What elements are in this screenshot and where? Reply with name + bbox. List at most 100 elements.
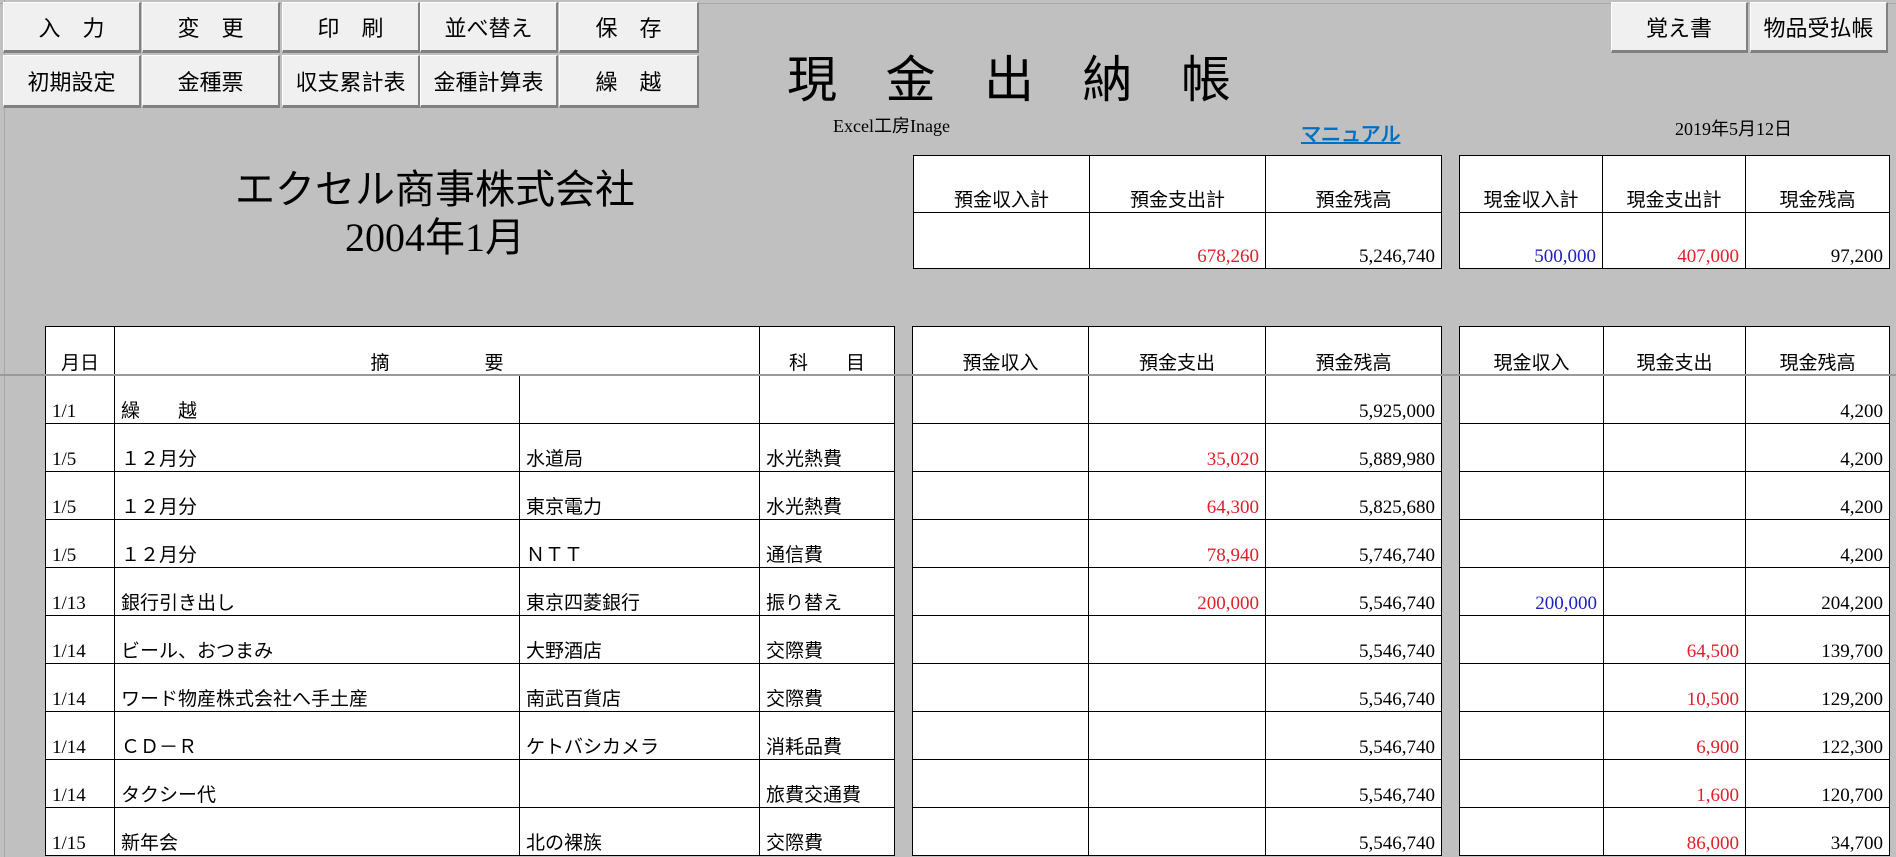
- table-row[interactable]: 1/14 ＣＤ－Ｒ ケトバシカメラ 消耗品費: [45, 711, 896, 760]
- cell-date[interactable]: 1/14: [45, 759, 115, 808]
- cell-account[interactable]: 旅費交通費: [759, 759, 896, 808]
- table-row[interactable]: 1/14 ワード物産株式会社へ手土産 南武百貨店 交際費: [45, 663, 896, 712]
- cell-cash_bal[interactable]: 4,200: [1745, 471, 1890, 520]
- table-row[interactable]: 1/14 タクシー代 旅費交通費: [45, 759, 896, 808]
- cell-dep_out[interactable]: [1088, 759, 1266, 808]
- cell-account[interactable]: 消耗品費: [759, 711, 896, 760]
- cell-cash_bal[interactable]: 4,200: [1745, 519, 1890, 568]
- toolbar-button[interactable]: 印 刷: [282, 2, 420, 53]
- toolbar-button[interactable]: 変 更: [142, 2, 280, 53]
- cell-dep_bal[interactable]: 5,546,740: [1265, 663, 1442, 712]
- cell-date[interactable]: 1/5: [45, 519, 115, 568]
- cell-cash_out[interactable]: [1603, 567, 1746, 616]
- cell-payee[interactable]: 東京四菱銀行: [518, 567, 761, 616]
- cell-dep_in[interactable]: [912, 567, 1089, 616]
- cell-dep_out[interactable]: [1088, 375, 1266, 424]
- cell-payee[interactable]: ＮＴＴ: [518, 519, 761, 568]
- cell-cash_in[interactable]: [1459, 615, 1604, 664]
- cell-payee[interactable]: ケトバシカメラ: [518, 711, 761, 760]
- cell-dep_bal[interactable]: 5,546,740: [1265, 807, 1442, 856]
- cell-account[interactable]: 交際費: [759, 615, 896, 664]
- cell-cash_in[interactable]: [1459, 663, 1604, 712]
- cell-desc[interactable]: ビール、おつまみ: [114, 615, 520, 664]
- table-row[interactable]: 4,200: [1459, 471, 1890, 520]
- cell-date[interactable]: 1/14: [45, 711, 115, 760]
- cell-date[interactable]: 1/14: [45, 615, 115, 664]
- cell-payee[interactable]: 水道局: [518, 423, 761, 472]
- cell-date[interactable]: 1/15: [45, 807, 115, 856]
- toolbar-button[interactable]: 入 力: [3, 2, 141, 53]
- cell-desc[interactable]: １２月分: [114, 519, 520, 568]
- toolbar-button[interactable]: 金種計算表: [420, 55, 558, 108]
- cell-desc[interactable]: 銀行引き出し: [114, 567, 520, 616]
- cell-dep_in[interactable]: [912, 375, 1089, 424]
- cell-cash_out[interactable]: 10,500: [1603, 663, 1746, 712]
- table-row[interactable]: 200,000 204,200: [1459, 567, 1890, 616]
- table-row[interactable]: 5,925,000: [912, 375, 1442, 424]
- cell-dep_out[interactable]: 78,940: [1088, 519, 1266, 568]
- toolbar-button[interactable]: 金種票: [142, 55, 280, 108]
- cell-cash_in[interactable]: [1459, 375, 1604, 424]
- table-row[interactable]: 5,546,740: [912, 807, 1442, 856]
- table-row[interactable]: 5,546,740: [912, 663, 1442, 712]
- cell-payee[interactable]: 北の裸族: [518, 807, 761, 856]
- cell-desc[interactable]: タクシー代: [114, 759, 520, 808]
- cell-dep_bal[interactable]: 5,546,740: [1265, 759, 1442, 808]
- toolbar-button[interactable]: 並べ替え: [420, 2, 558, 53]
- cell-account[interactable]: 水光熱費: [759, 423, 896, 472]
- cell-account[interactable]: 振り替え: [759, 567, 896, 616]
- cell-cash_in[interactable]: [1459, 759, 1604, 808]
- cell-date[interactable]: 1/5: [45, 471, 115, 520]
- cell-dep_out[interactable]: 64,300: [1088, 471, 1266, 520]
- cell-cash_out[interactable]: 64,500: [1603, 615, 1746, 664]
- toolbar-button[interactable]: 繰 越: [559, 55, 699, 108]
- table-row[interactable]: 5,546,740: [912, 615, 1442, 664]
- cell-cash_out[interactable]: 86,000: [1603, 807, 1746, 856]
- table-row[interactable]: 200,000 5,546,740: [912, 567, 1442, 616]
- cell-cash_in[interactable]: [1459, 471, 1604, 520]
- cell-dep_in[interactable]: [912, 423, 1089, 472]
- cell-cash_bal[interactable]: 139,700: [1745, 615, 1890, 664]
- cell-desc[interactable]: ワード物産株式会社へ手土産: [114, 663, 520, 712]
- cell-dep_out[interactable]: [1088, 663, 1266, 712]
- cell-desc[interactable]: １２月分: [114, 471, 520, 520]
- toolbar-button[interactable]: 初期設定: [3, 55, 141, 108]
- cell-dep_out[interactable]: [1088, 807, 1266, 856]
- table-row[interactable]: 86,000 34,700: [1459, 807, 1890, 856]
- table-row[interactable]: 10,500 129,200: [1459, 663, 1890, 712]
- cell-cash_in[interactable]: [1459, 423, 1604, 472]
- table-row[interactable]: 1/1 繰 越: [45, 375, 896, 424]
- manual-link[interactable]: マニュアル: [1301, 124, 1401, 146]
- table-row[interactable]: 1,600 120,700: [1459, 759, 1890, 808]
- table-row[interactable]: 6,900 122,300: [1459, 711, 1890, 760]
- table-row[interactable]: 78,940 5,746,740: [912, 519, 1442, 568]
- cell-dep_bal[interactable]: 5,546,740: [1265, 567, 1442, 616]
- cell-cash_bal[interactable]: 204,200: [1745, 567, 1890, 616]
- table-row[interactable]: 1/13 銀行引き出し 東京四菱銀行 振り替え: [45, 567, 896, 616]
- toolbar-button[interactable]: 保 存: [559, 2, 699, 53]
- table-row[interactable]: 1/5 １２月分 水道局 水光熱費: [45, 423, 896, 472]
- cell-cash_bal[interactable]: 120,700: [1745, 759, 1890, 808]
- table-row[interactable]: 1/5 １２月分 東京電力 水光熱費: [45, 471, 896, 520]
- table-row[interactable]: 5,546,740: [912, 711, 1442, 760]
- cell-account[interactable]: 交際費: [759, 807, 896, 856]
- cell-dep_in[interactable]: [912, 807, 1089, 856]
- inventory-ledger-button[interactable]: 物品受払帳: [1750, 2, 1888, 53]
- table-row[interactable]: 35,020 5,889,980: [912, 423, 1442, 472]
- cell-dep_in[interactable]: [912, 663, 1089, 712]
- cell-cash_bal[interactable]: 129,200: [1745, 663, 1890, 712]
- cell-cash_out[interactable]: 6,900: [1603, 711, 1746, 760]
- cell-cash_in[interactable]: [1459, 519, 1604, 568]
- table-row[interactable]: 1/5 １２月分 ＮＴＴ 通信費: [45, 519, 896, 568]
- cell-account[interactable]: 通信費: [759, 519, 896, 568]
- toolbar-button[interactable]: 収支累計表: [282, 55, 420, 108]
- cell-cash_out[interactable]: [1603, 375, 1746, 424]
- table-row[interactable]: 5,546,740: [912, 759, 1442, 808]
- cell-payee[interactable]: 東京電力: [518, 471, 761, 520]
- cell-dep_out[interactable]: 200,000: [1088, 567, 1266, 616]
- cell-desc[interactable]: １２月分: [114, 423, 520, 472]
- cell-dep_in[interactable]: [912, 759, 1089, 808]
- cell-desc[interactable]: ＣＤ－Ｒ: [114, 711, 520, 760]
- cell-dep_in[interactable]: [912, 615, 1089, 664]
- cell-date[interactable]: 1/5: [45, 423, 115, 472]
